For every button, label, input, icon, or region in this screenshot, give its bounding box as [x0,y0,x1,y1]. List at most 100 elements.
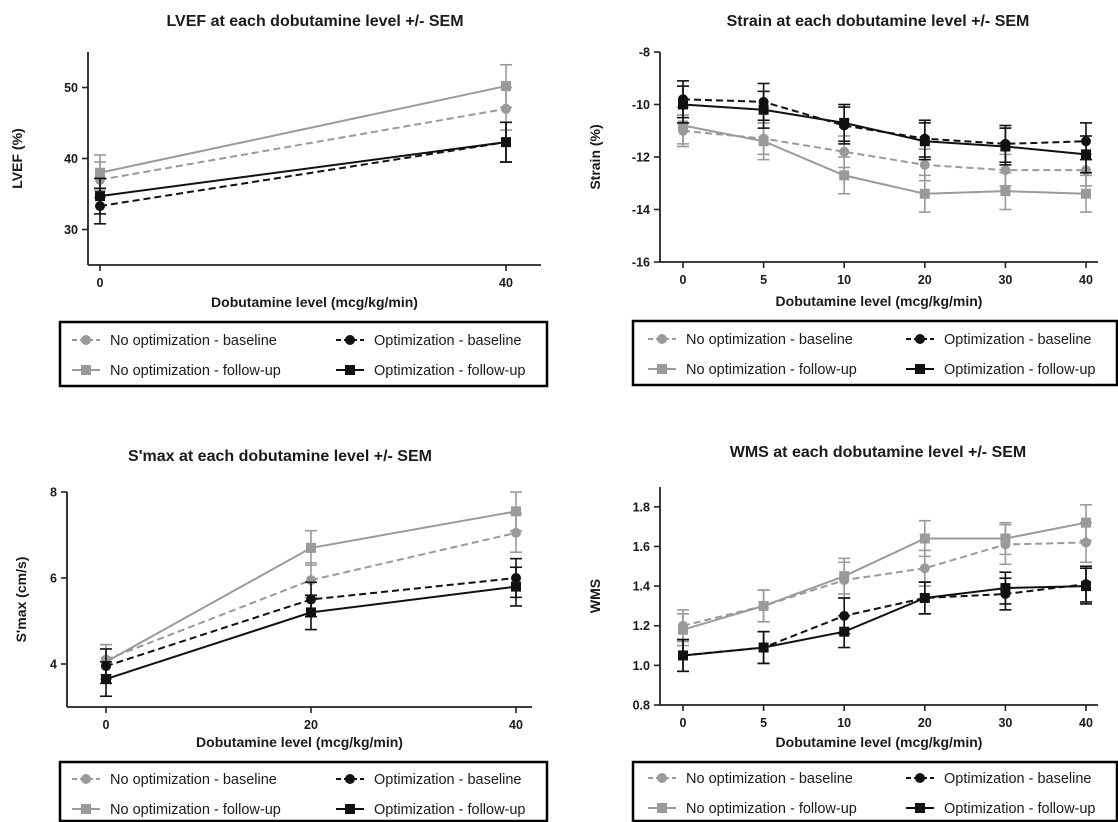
x-tick-label: 0 [680,273,687,287]
data-point [758,104,769,115]
data-point [1000,186,1011,197]
legend-label: No optimization - follow-up [110,802,281,818]
data-point [1081,581,1091,592]
legend-item: No optimization - baseline [648,771,853,787]
legend-swatch-marker [657,773,667,783]
series-optimization-baseline [677,80,1092,164]
legend-swatch-marker [915,364,925,374]
x-axis-label: Dobutamine level (mcg/kg/min) [211,294,418,310]
data-point [839,146,850,157]
legend-label: Optimization - follow-up [944,362,1096,378]
x-axis-label: Dobutamine level (mcg/kg/min) [776,293,983,309]
legend-label: Optimization - follow-up [374,802,526,818]
series-line [682,585,1087,657]
legend-label: Optimization - baseline [374,333,522,349]
y-tick-label: 1.4 [633,580,650,594]
x-axis-label: Dobutamine level (mcg/kg/min) [776,734,983,750]
data-point [1081,149,1091,160]
x-tick-label: 20 [918,716,932,730]
legend-label: No optimization - baseline [110,772,277,788]
y-tick-label: -12 [632,151,650,165]
series-no-optimization-follow-up [94,63,512,192]
series-line [682,129,1086,172]
data-point [919,533,930,544]
legend-item: No optimization - follow-up [72,802,281,818]
y-tick-label: 40 [64,152,78,166]
y-tick-label: 50 [64,81,78,95]
legend-label: Optimization - baseline [374,772,522,788]
y-tick-label: 1.0 [633,659,650,673]
legend-swatch-marker [81,804,91,814]
data-point [1081,188,1091,199]
x-tick-label: 40 [509,718,523,732]
legend-item: No optimization - follow-up [648,362,857,378]
y-tick-label: 0.8 [633,699,650,713]
chart-title: LVEF at each dobutamine level +/- SEM [166,13,463,30]
legend: No optimization - baseline Optimization -… [631,760,1118,822]
data-point [919,592,930,603]
x-tick-label: 0 [103,718,110,732]
data-point [839,117,850,128]
legend-box [58,760,549,822]
y-axis-label: Strain (%) [587,124,603,189]
legend-swatch-marker [657,803,667,813]
legend-box [58,320,549,388]
legend-swatch-marker [81,774,91,784]
y-tick-label: -16 [632,256,650,270]
chart-title: Strain at each dobutamine level +/- SEM [727,13,1030,30]
legend-item: No optimization - follow-up [72,363,281,379]
legend-box [631,319,1118,387]
series-line [682,521,1087,631]
data-point [101,674,111,685]
y-tick-label: 4 [50,658,57,672]
legend-swatch-marker [915,803,925,813]
y-tick-label: 30 [64,223,78,237]
data-point [678,650,688,661]
legend-item: Optimization - baseline [336,333,522,349]
y-axis-label: LVEF (%) [9,128,25,188]
x-tick-label: 5 [760,273,767,287]
data-point [919,563,930,574]
legend: No optimization - baseline Optimization -… [631,319,1118,387]
data-point [95,167,105,178]
x-tick-label: 30 [998,273,1012,287]
series-line [99,141,507,208]
data-point [95,191,105,202]
series-line [682,103,1087,156]
data-point [501,81,511,92]
y-tick-label: -14 [632,203,650,217]
legend-label: No optimization - follow-up [686,362,857,378]
legend-item: Optimization - baseline [336,772,522,788]
data-point [758,642,769,653]
data-point [1081,517,1091,528]
y-tick-label: -10 [632,98,650,112]
data-point [1000,141,1011,152]
y-tick-label: 6 [50,572,57,586]
series-optimization-baseline [677,565,1092,673]
x-tick-label: 10 [837,716,851,730]
series-no-optimization-baseline [677,521,1092,643]
series-no-optimization-baseline [94,86,512,199]
legend-label: No optimization - baseline [110,333,277,349]
chart-title: WMS at each dobutamine level +/- SEM [730,444,1027,461]
x-axis-label: Dobutamine level (mcg/kg/min) [196,734,403,750]
series-optimization-baseline [94,121,512,225]
legend-item: Optimization - follow-up [336,363,526,379]
legend-box [631,760,1118,822]
series-line [682,583,1087,657]
legend-swatch-marker [345,804,355,814]
legend-item: No optimization - baseline [648,332,853,348]
data-point [1000,533,1011,544]
series-line [682,98,1087,145]
data-point [501,103,511,114]
legend-label: Optimization - follow-up [944,801,1096,817]
chart-title: S'max at each dobutamine level +/- SEM [128,448,432,465]
data-point [678,624,688,635]
series-line [99,141,507,198]
series-optimization-follow-up [677,567,1092,673]
data-point [306,542,316,553]
series-no-optimization-follow-up [677,504,1092,647]
legend-swatch-marker [915,334,925,344]
series-no-optimization-baseline [677,114,1092,187]
legend-item: Optimization - baseline [906,332,1092,348]
